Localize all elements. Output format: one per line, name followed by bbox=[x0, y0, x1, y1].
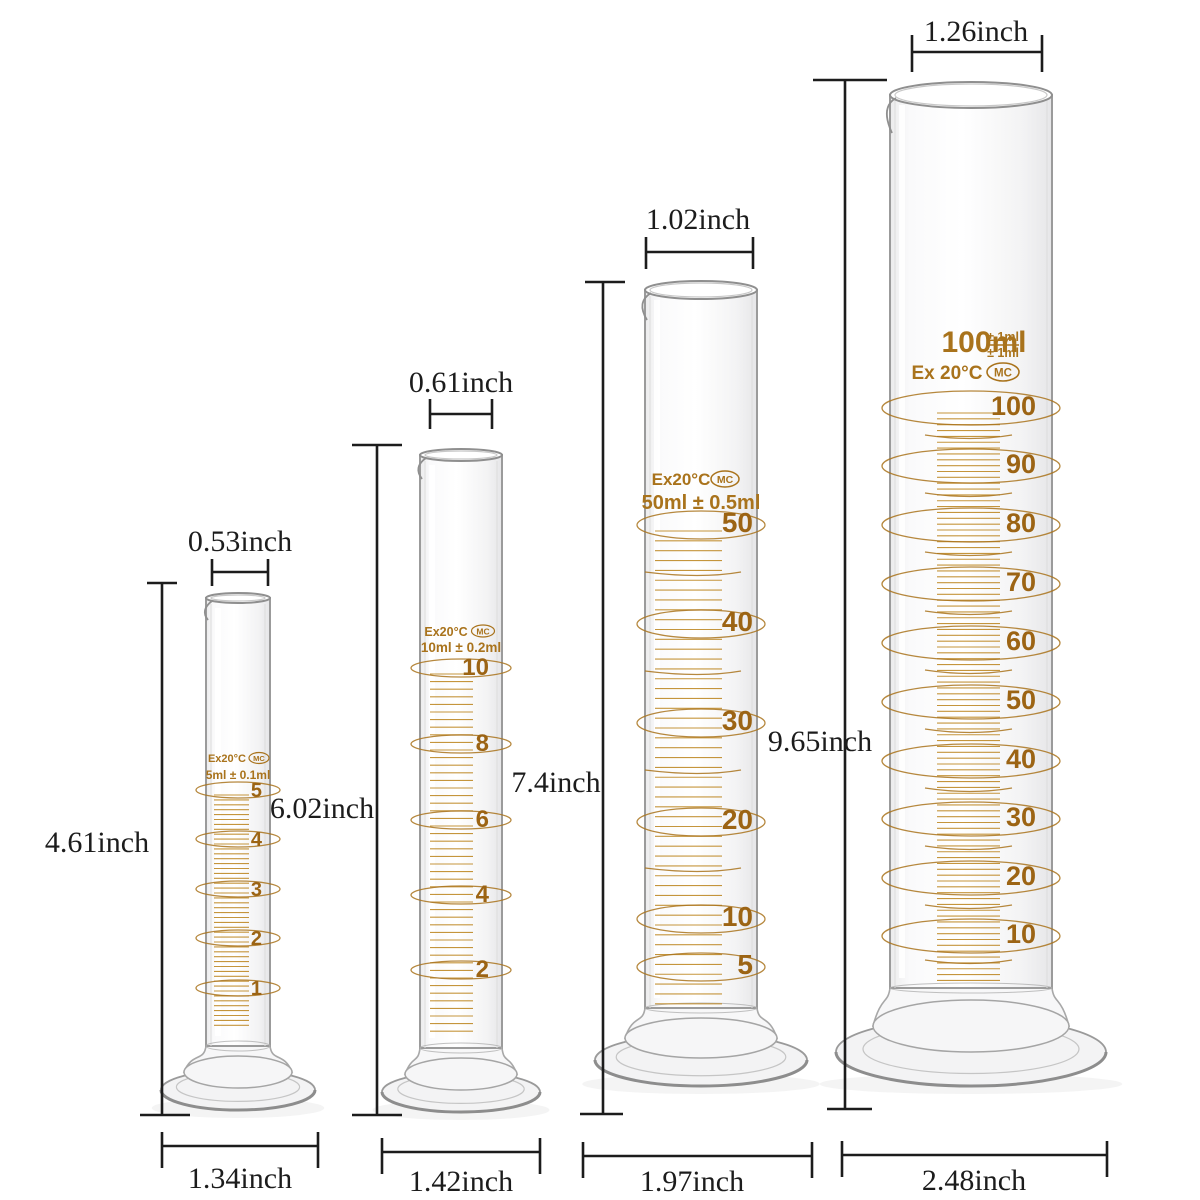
scale-number: 2 bbox=[251, 928, 262, 950]
capacity-marking-100ml: 100ml bbox=[941, 326, 1026, 359]
scale-number: 30 bbox=[1006, 802, 1036, 832]
cylinder-100ml-scale-numbers: 100 90 80 70 60 50 40 30 20 10 bbox=[991, 391, 1036, 949]
cylinder-50ml-glass bbox=[582, 280, 820, 1094]
cylinder-10ml-graduations: 10 8 6 4 2 bbox=[410, 654, 512, 1032]
mc-logo-icon bbox=[248, 751, 270, 765]
scale-number: 1 bbox=[251, 978, 262, 1000]
scale-number: 8 bbox=[476, 730, 489, 757]
dimensions-10ml bbox=[352, 399, 542, 1174]
base-width-label-10ml: 1.42inch bbox=[409, 1165, 513, 1198]
scale-number: 70 bbox=[1006, 567, 1036, 597]
scale-number: 10 bbox=[1006, 919, 1036, 949]
mc-logo-icon bbox=[470, 624, 496, 638]
mc-logo-text-50ml: MC bbox=[717, 474, 734, 486]
base-width-label-50ml: 1.97inch bbox=[640, 1165, 744, 1198]
temp-marking-100ml: Ex 20°C bbox=[912, 363, 983, 384]
scale-number: 80 bbox=[1006, 508, 1036, 538]
mouth-width-label-5ml: 0.53inch bbox=[188, 525, 292, 558]
graduations-layer: 5 4 3 2 1 10 8 6 4 2 50 40 30 20 10 5 100 90 80 70 60 50 40 30 2… bbox=[195, 390, 1061, 1032]
scale-number: 40 bbox=[1006, 744, 1036, 774]
cylinder-100ml-graduations: 100 90 80 70 60 50 40 30 20 10 bbox=[881, 390, 1061, 982]
scale-number: 20 bbox=[1006, 861, 1036, 891]
mc-logo-text-10ml: MC bbox=[476, 627, 489, 637]
cylinder-50ml-scale-numbers: 50 40 30 20 10 5 bbox=[722, 507, 753, 980]
cylinder-5ml-scale-numbers: 5 4 3 2 1 bbox=[251, 780, 263, 1000]
height-label-10ml: 6.02inch bbox=[270, 792, 374, 825]
scale-number: 90 bbox=[1006, 449, 1036, 479]
height-label-50ml: 7.4inch bbox=[511, 766, 600, 799]
height-label-5ml: 4.61inch bbox=[45, 826, 149, 859]
capacity-marking-5ml: 5ml ± 0.1ml bbox=[206, 768, 271, 782]
mouth-width-label-10ml: 0.61inch bbox=[409, 366, 513, 399]
base-width-label-5ml: 1.34inch bbox=[188, 1162, 292, 1195]
scale-number: 50 bbox=[722, 507, 753, 538]
mouth-width-label-100ml: 1.26inch bbox=[924, 15, 1028, 48]
scale-number: 20 bbox=[722, 804, 753, 835]
cylinder-50ml-graduations: 50 40 30 20 10 5 bbox=[636, 507, 766, 1005]
scale-number: 2 bbox=[476, 956, 489, 983]
scale-number: 50 bbox=[1006, 685, 1036, 715]
dimension-lines-layer bbox=[140, 35, 1109, 1178]
capacity-marking-10ml: 10ml ± 0.2ml bbox=[421, 640, 501, 655]
temp-marking-50ml: Ex20°C bbox=[652, 470, 711, 489]
dimensions-50ml bbox=[580, 237, 814, 1178]
scale-number: 60 bbox=[1006, 626, 1036, 656]
tolerance-bottom-100ml: ± 1ml bbox=[987, 346, 1019, 360]
capacity-marking-50ml: 50ml ± 0.5ml bbox=[642, 492, 761, 514]
base-width-label-100ml: 2.48inch bbox=[922, 1164, 1026, 1197]
mc-logo-icon bbox=[710, 470, 740, 488]
mc-logo-text-5ml: MC bbox=[253, 754, 265, 763]
mc-logo-icon bbox=[986, 362, 1020, 382]
scale-number: 3 bbox=[251, 879, 262, 901]
scale-number: 10 bbox=[722, 901, 753, 932]
mc-logo-text-100ml: MC bbox=[994, 368, 1012, 380]
cylinder-5ml-graduations: 5 4 3 2 1 bbox=[195, 780, 281, 1026]
dimensions-100ml bbox=[813, 35, 1109, 1177]
scale-number: 4 bbox=[476, 881, 490, 908]
tolerance-top-100ml: ± 1ml bbox=[987, 330, 1019, 344]
dimensions-5ml bbox=[140, 559, 320, 1168]
temp-marking-5ml: Ex20°C bbox=[208, 753, 246, 765]
scale-number: 30 bbox=[722, 705, 753, 736]
scale-number: 40 bbox=[722, 606, 753, 637]
scale-number: 100 bbox=[991, 391, 1036, 421]
scale-number: 5 bbox=[251, 780, 262, 802]
height-label-100ml: 9.65inch bbox=[768, 725, 872, 758]
temp-marking-10ml: Ex20°C bbox=[424, 625, 467, 639]
mouth-width-label-50ml: 1.02inch bbox=[646, 203, 750, 236]
scale-number: 4 bbox=[251, 829, 263, 851]
scale-number: 5 bbox=[737, 949, 753, 980]
cylinder-5ml-glass bbox=[151, 592, 325, 1118]
cylinder-10ml-scale-numbers: 10 8 6 4 2 bbox=[462, 654, 489, 983]
scale-number: 6 bbox=[476, 806, 489, 833]
scale-number: 10 bbox=[462, 654, 489, 681]
